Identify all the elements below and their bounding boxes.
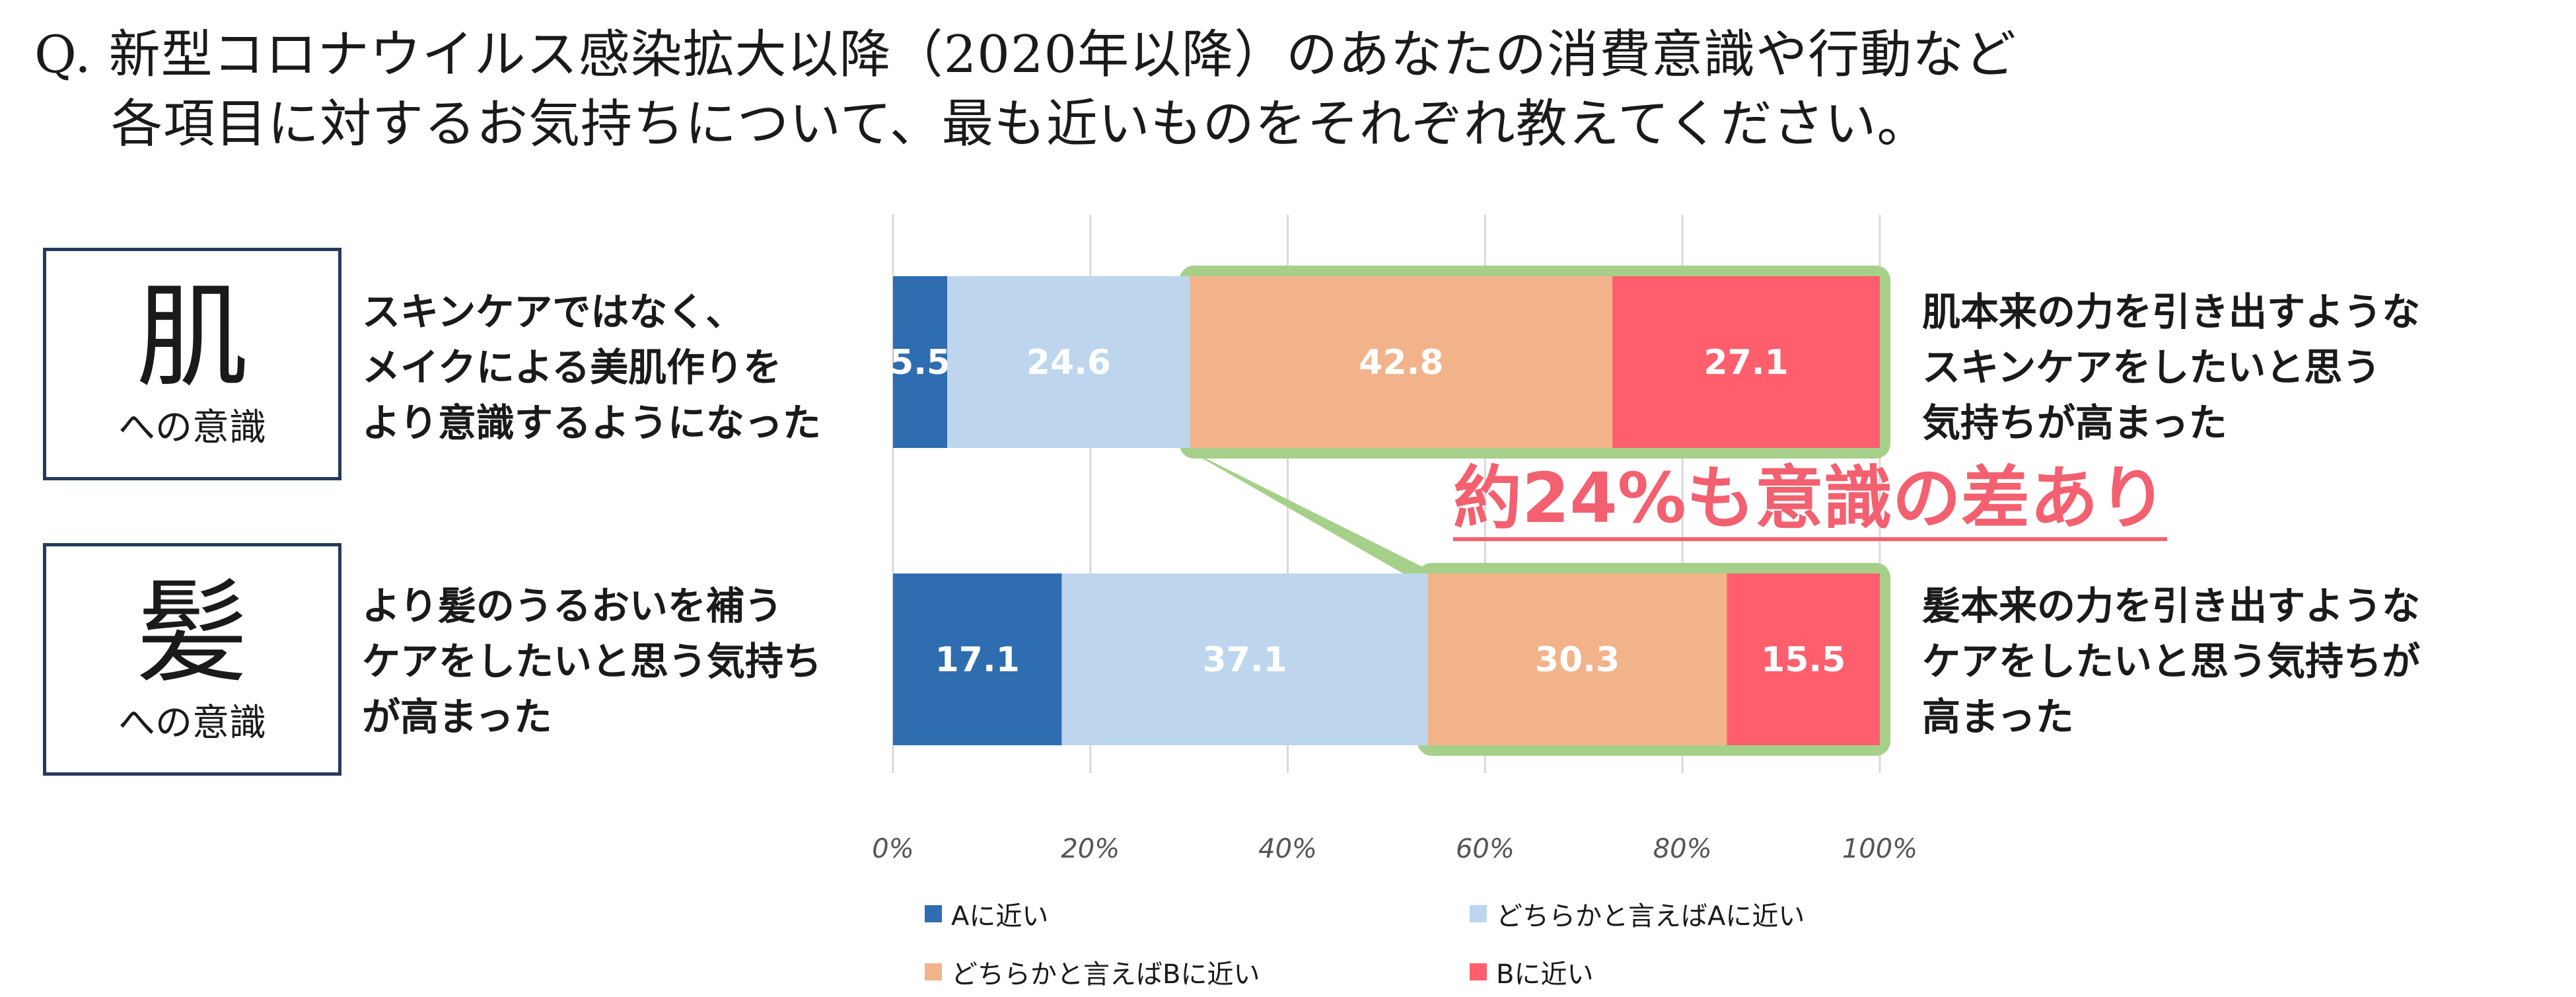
category-big-char: 髪 <box>135 568 248 698</box>
x-tick-label: 80% <box>1653 834 1712 864</box>
bar-segment <box>947 276 1190 448</box>
bar-segment <box>1427 573 1727 745</box>
statement-b-skin: 肌本来の力を引き出すような スキンケアをしたいと思う 気持ちが高まった <box>1922 284 2420 451</box>
category-subtitle: への意識 <box>118 702 266 745</box>
statement-a-hair: より髪のうるおいを補う ケアをしたいと思う気持ち が高まった <box>362 578 822 745</box>
statement-line: 気持ちが高まった <box>1922 400 2227 445</box>
data-label: 42.8 <box>1359 343 1443 383</box>
legend-label: Aに近い <box>951 901 1049 932</box>
statement-line: より意識するようになった <box>362 400 821 445</box>
bar-segment <box>893 573 1062 745</box>
data-label: 30.3 <box>1535 640 1620 680</box>
legend-item-somewhat-b: どちらかと言えばBに近い <box>925 953 1260 991</box>
bar-segment <box>1727 573 1880 745</box>
statement-line: 高まった <box>1922 694 2074 739</box>
legend-item-a: Aに近い <box>925 895 1048 933</box>
statement-b-hair: 髪本来の力を引き出すような ケアをしたいと思う気持ちが 高まった <box>1922 578 2420 745</box>
statement-line: 肌本来の力を引き出すような <box>1922 289 2421 334</box>
bar-segment <box>1612 276 1880 448</box>
legend-label: どちらかと言えばBに近い <box>951 959 1260 990</box>
data-label: 15.5 <box>1761 640 1845 680</box>
category-box-skin: 肌 への意識 <box>43 248 341 480</box>
statement-line: スキンケアではなく、 <box>362 289 744 334</box>
statement-line: より髪のうるおいを補う <box>362 583 783 628</box>
highlight-connector <box>1179 445 1425 580</box>
statement-line: ケアをしたいと思う気持ちが <box>1922 639 2421 684</box>
legend-item-b: Bに近い <box>1470 953 1593 991</box>
difference-callout: 約24%も意識の差あり <box>1453 459 2167 541</box>
statement-line: が高まった <box>362 694 552 739</box>
x-tick-label: 0% <box>872 834 913 864</box>
legend-item-somewhat-a: どちらかと言えばAに近い <box>1470 895 1805 933</box>
data-label: 17.1 <box>935 640 1020 680</box>
statement-line: 髪本来の力を引き出すような <box>1922 583 2421 628</box>
x-tick-label: 60% <box>1456 834 1515 864</box>
legend-label: どちらかと言えばAに近い <box>1496 901 1805 932</box>
data-label: 24.6 <box>1026 343 1111 383</box>
legend-swatch <box>925 905 942 922</box>
legend-swatch <box>1470 963 1487 980</box>
data-label: 5.5 <box>890 343 950 383</box>
x-tick-label: 20% <box>1061 834 1120 864</box>
question-title-line-1: Q. 新型コロナウイルス感染拡大以降（2020年以降）のあなたの消費意識や行動な… <box>34 25 2017 85</box>
data-label: 37.1 <box>1202 640 1287 680</box>
category-subtitle: への意識 <box>118 406 266 449</box>
x-tick-label: 100% <box>1842 834 1917 864</box>
statement-line: スキンケアをしたいと思う <box>1922 345 2381 390</box>
question-title-line-2: 各項目に対するお気持ちについて、最も近いものをそれぞれ教えてください。 <box>111 94 1929 154</box>
bar-segment <box>1061 573 1428 745</box>
x-tick-label: 40% <box>1258 834 1317 864</box>
category-big-char: 肌 <box>135 272 248 403</box>
statement-line: メイクによる美肌作りを <box>362 345 782 390</box>
legend-swatch <box>925 963 942 980</box>
legend-swatch <box>1470 905 1487 922</box>
category-box-hair: 髪 への意識 <box>43 543 341 776</box>
bar-segment <box>1190 276 1613 448</box>
legend-label: Bに近い <box>1496 959 1594 990</box>
data-label: 27.1 <box>1703 343 1788 383</box>
statement-line: ケアをしたいと思う気持ち <box>362 639 822 684</box>
bar-segment <box>893 276 948 448</box>
statement-a-skin: スキンケアではなく、 メイクによる美肌作りを より意識するようになった <box>362 284 821 451</box>
